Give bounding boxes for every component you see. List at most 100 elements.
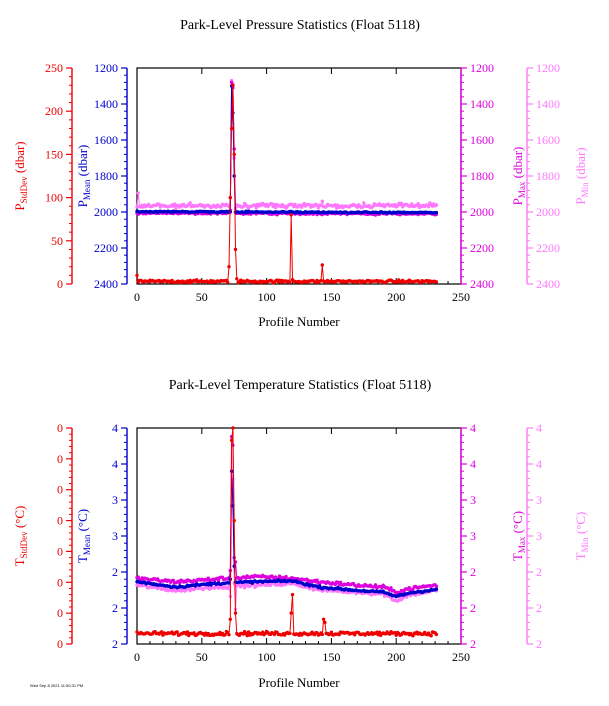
- series-mean: [135, 84, 439, 215]
- data-point: [434, 632, 439, 637]
- data-point: [228, 195, 232, 200]
- data-point: [434, 584, 439, 588]
- data-point: [416, 202, 420, 206]
- chart-panel-1: Park-Level Pressure Statistics (Float 51…: [12, 18, 590, 329]
- y-tick-label: 2: [112, 565, 118, 579]
- data-point: [319, 278, 323, 283]
- data-point: [231, 426, 235, 430]
- data-point: [329, 630, 334, 634]
- y-tick-label: 4: [112, 421, 118, 435]
- data-point: [241, 632, 245, 636]
- data-point: [254, 584, 258, 588]
- y-tick-label: 0: [57, 575, 63, 589]
- series-line-stddev: [136, 85, 437, 284]
- data-point: [302, 201, 306, 206]
- x-tick-label: 250: [452, 650, 470, 664]
- y-tick-label: 4: [470, 457, 476, 471]
- series-line-stddev: [136, 427, 437, 637]
- y-tick-label: 2: [536, 601, 542, 615]
- data-point: [395, 204, 400, 208]
- data-point: [245, 633, 249, 638]
- y-axis-label-stddev: PStdDev (dbar): [12, 141, 29, 210]
- data-point: [333, 203, 337, 207]
- data-point: [434, 203, 439, 207]
- data-point: [320, 263, 324, 267]
- data-point: [135, 273, 139, 278]
- data-point: [185, 630, 190, 634]
- data-point: [232, 518, 236, 523]
- series-line-mean: [136, 85, 437, 214]
- data-point: [264, 583, 269, 588]
- data-point: [320, 199, 324, 203]
- data-point: [334, 206, 339, 210]
- y-tick-label: 2: [470, 637, 476, 651]
- data-point: [229, 126, 234, 131]
- data-point: [233, 611, 238, 615]
- data-point: [272, 202, 277, 207]
- data-point: [227, 581, 231, 585]
- y-tick-label: 1200: [536, 61, 560, 75]
- y-tick-label: 0: [57, 277, 63, 291]
- data-point: [229, 80, 234, 85]
- data-point: [284, 574, 288, 579]
- series-stddev: [135, 83, 439, 285]
- y-tick-label: 2000: [470, 205, 494, 219]
- y-axis-label-min: TMin (°C): [573, 512, 590, 561]
- y-axis-label-max: TMax (°C): [510, 511, 527, 561]
- data-point: [192, 631, 196, 635]
- data-point: [253, 203, 257, 208]
- data-point: [434, 210, 439, 215]
- data-point: [175, 630, 179, 634]
- data-point: [216, 586, 221, 590]
- data-point: [227, 584, 231, 589]
- data-point: [136, 191, 140, 195]
- y-tick-label: 2200: [94, 241, 118, 255]
- series-mean: [135, 469, 439, 599]
- data-point: [226, 280, 230, 284]
- y-tick-label: 0: [57, 483, 63, 497]
- y-tick-label: 1400: [470, 97, 494, 111]
- x-tick-label: 250: [452, 290, 470, 304]
- y-tick-label: 2: [536, 565, 542, 579]
- data-point: [360, 205, 365, 209]
- x-tick-label: 150: [322, 650, 340, 664]
- data-point: [228, 617, 232, 621]
- y-tick-label: 3: [536, 493, 542, 507]
- y-tick-label: 1600: [470, 133, 494, 147]
- data-point: [229, 438, 234, 442]
- data-point: [178, 581, 182, 585]
- series-max: [135, 80, 439, 217]
- y-tick-label: 2400: [94, 277, 118, 291]
- y-tick-label: 0: [57, 637, 63, 651]
- y-tick-label: 1200: [470, 61, 494, 75]
- series-line-min: [136, 80, 437, 210]
- y-tick-label: 3: [112, 493, 118, 507]
- data-point: [411, 634, 415, 638]
- plot-frame: [136, 67, 462, 285]
- data-point: [413, 593, 418, 597]
- y-tick-label: 1400: [94, 97, 118, 111]
- x-tick-label: 100: [258, 290, 276, 304]
- data-point: [394, 633, 398, 637]
- y-tick-label: 1600: [94, 133, 118, 147]
- data-point: [315, 578, 319, 582]
- y-tick-label: 1800: [470, 169, 494, 183]
- y-tick-label: 2: [470, 601, 476, 615]
- x-axis-label: Profile Number: [258, 314, 340, 329]
- data-point: [289, 611, 293, 615]
- y-axis-label-mean: PMean (dbar): [75, 145, 92, 208]
- y-axis-label-mean: TMean (°C): [75, 509, 92, 563]
- data-point: [233, 247, 238, 252]
- y-tick-label: 2200: [470, 241, 494, 255]
- y-tick-label: 1800: [94, 169, 118, 183]
- y-tick-label: 1800: [536, 169, 560, 183]
- data-point: [319, 203, 323, 208]
- x-tick-label: 0: [134, 290, 140, 304]
- y-tick-label: 1200: [94, 61, 118, 75]
- y-tick-label: 3: [470, 493, 476, 507]
- data-point: [261, 630, 265, 634]
- data-point: [188, 201, 192, 205]
- y-tick-label: 2400: [536, 277, 560, 291]
- data-point: [337, 633, 341, 637]
